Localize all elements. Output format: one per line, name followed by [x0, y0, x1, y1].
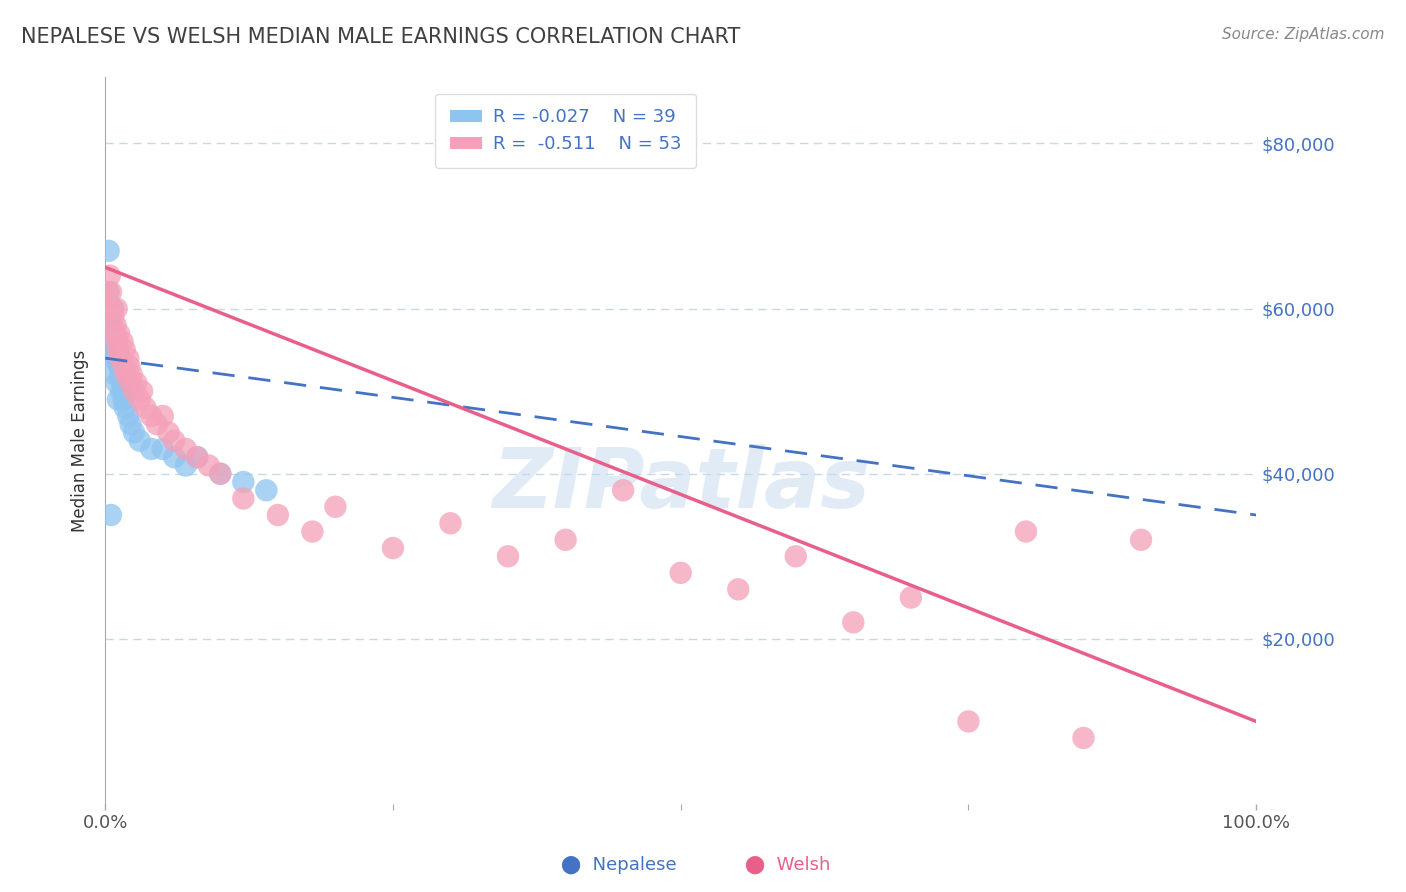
Point: [122, 384, 145, 399]
Point: [163, 434, 186, 448]
Point: [439, 516, 461, 531]
Point: [209, 467, 232, 481]
Point: [554, 533, 576, 547]
Point: [112, 359, 135, 374]
Text: NEPALESE VS WELSH MEDIAN MALE EARNINGS CORRELATION CHART: NEPALESE VS WELSH MEDIAN MALE EARNINGS C…: [21, 27, 741, 46]
Point: [128, 392, 150, 407]
Legend: R = -0.027    N = 39, R =  -0.511    N = 53: R = -0.027 N = 39, R = -0.511 N = 53: [436, 94, 696, 168]
Point: [141, 409, 163, 423]
Point: [198, 458, 221, 473]
Point: [174, 458, 197, 473]
Point: [152, 442, 174, 456]
Point: [186, 450, 208, 465]
Point: [612, 483, 634, 498]
Point: [267, 508, 290, 522]
Point: [97, 285, 120, 299]
Point: [1015, 524, 1038, 539]
Point: [110, 384, 132, 399]
Point: [669, 566, 692, 580]
Point: [98, 334, 121, 349]
Point: [496, 549, 519, 564]
Point: [101, 326, 124, 341]
Point: [97, 301, 120, 316]
Point: [232, 491, 254, 506]
Point: [107, 392, 129, 407]
Point: [100, 343, 122, 357]
Point: [114, 401, 136, 415]
Point: [105, 334, 128, 349]
Point: [131, 384, 153, 399]
Point: [125, 376, 148, 390]
Point: [121, 368, 143, 382]
Point: [112, 392, 135, 407]
Point: [111, 334, 134, 349]
Point: [117, 409, 139, 423]
Point: [103, 343, 125, 357]
Point: [97, 318, 120, 332]
Point: [98, 301, 121, 316]
Point: [108, 326, 131, 341]
Point: [727, 582, 749, 597]
Point: [957, 714, 980, 729]
Point: [108, 359, 131, 374]
Point: [103, 301, 125, 316]
Point: [254, 483, 277, 498]
Point: [842, 615, 865, 630]
Point: [141, 442, 163, 456]
Point: [108, 351, 131, 366]
Point: [103, 351, 125, 366]
Point: [103, 326, 125, 341]
Point: [97, 244, 120, 258]
Point: [105, 301, 128, 316]
Point: [98, 268, 121, 283]
Text: Source: ZipAtlas.com: Source: ZipAtlas.com: [1222, 27, 1385, 42]
Point: [105, 334, 128, 349]
Point: [120, 417, 142, 432]
Point: [325, 500, 347, 514]
Point: [103, 326, 125, 341]
Point: [100, 318, 122, 332]
Point: [117, 351, 139, 366]
Point: [104, 318, 127, 332]
Point: [115, 368, 138, 382]
Point: [1073, 731, 1095, 745]
Point: [134, 401, 156, 415]
Text: ⬤  Welsh: ⬤ Welsh: [745, 855, 830, 874]
Point: [104, 343, 127, 357]
Point: [186, 450, 208, 465]
Point: [107, 343, 129, 357]
Point: [120, 376, 142, 390]
Point: [1130, 533, 1153, 547]
Point: [100, 285, 122, 299]
Point: [381, 541, 404, 555]
Point: [114, 343, 136, 357]
Point: [232, 475, 254, 489]
Point: [103, 310, 125, 324]
Point: [785, 549, 807, 564]
Point: [163, 450, 186, 465]
Point: [301, 524, 323, 539]
Point: [101, 351, 124, 366]
Point: [209, 467, 232, 481]
Point: [174, 442, 197, 456]
Point: [128, 434, 150, 448]
Point: [118, 359, 141, 374]
Point: [101, 301, 124, 316]
Point: [96, 301, 118, 316]
Point: [146, 417, 169, 432]
Point: [111, 376, 134, 390]
Text: ⬤  Nepalese: ⬤ Nepalese: [561, 855, 676, 874]
Text: ZIPatlas: ZIPatlas: [492, 444, 870, 524]
Point: [122, 425, 145, 440]
Point: [107, 351, 129, 366]
Point: [900, 591, 922, 605]
Point: [152, 409, 174, 423]
Point: [108, 368, 131, 382]
Point: [100, 508, 122, 522]
Y-axis label: Median Male Earnings: Median Male Earnings: [72, 350, 89, 532]
Point: [104, 368, 127, 382]
Point: [157, 425, 180, 440]
Point: [96, 285, 118, 299]
Point: [105, 376, 128, 390]
